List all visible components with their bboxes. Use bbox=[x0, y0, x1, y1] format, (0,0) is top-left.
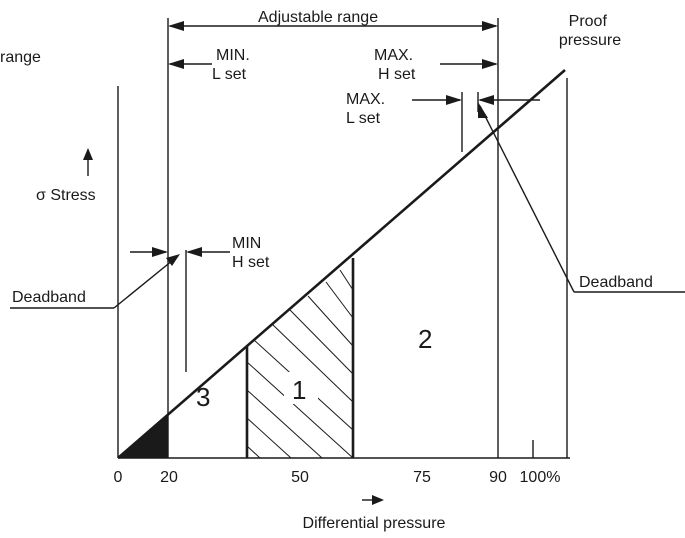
x-tick-90: 90 bbox=[489, 469, 507, 486]
min-l-set-label: MIN. L set bbox=[212, 47, 254, 83]
deadband-right-leader bbox=[479, 105, 575, 293]
deadband-right-label: Deadband bbox=[579, 274, 653, 291]
hatched-region-1 bbox=[246, 269, 354, 459]
x-tick-100: 100% bbox=[520, 469, 561, 486]
origin-wedge bbox=[118, 415, 168, 458]
x-tick-0: 0 bbox=[114, 469, 123, 486]
stress-line bbox=[117, 69, 566, 459]
x-tick-20: 20 bbox=[160, 469, 178, 486]
min-h-set-label: MIN H set bbox=[232, 235, 270, 271]
stress-axis-label: σ Stress bbox=[36, 187, 96, 204]
title-fragment: range bbox=[0, 49, 41, 66]
region-1-label-bg bbox=[284, 372, 318, 404]
max-l-set-label: MAX. L set bbox=[346, 91, 390, 127]
deadband-left-label: Deadband bbox=[12, 289, 86, 306]
x-axis-label: Differential pressure bbox=[303, 515, 446, 532]
max-h-set-label: MAX. H set bbox=[374, 47, 418, 83]
x-tick-50: 50 bbox=[291, 469, 309, 486]
region-2-label: 2 bbox=[418, 324, 432, 354]
region-1-label: 1 bbox=[292, 375, 306, 405]
proof-pressure-label: Proof pressure bbox=[559, 13, 621, 49]
adjustable-range-label: Adjustable range bbox=[258, 9, 378, 26]
x-tick-75: 75 bbox=[413, 469, 431, 486]
region-3-label: 3 bbox=[196, 382, 210, 412]
